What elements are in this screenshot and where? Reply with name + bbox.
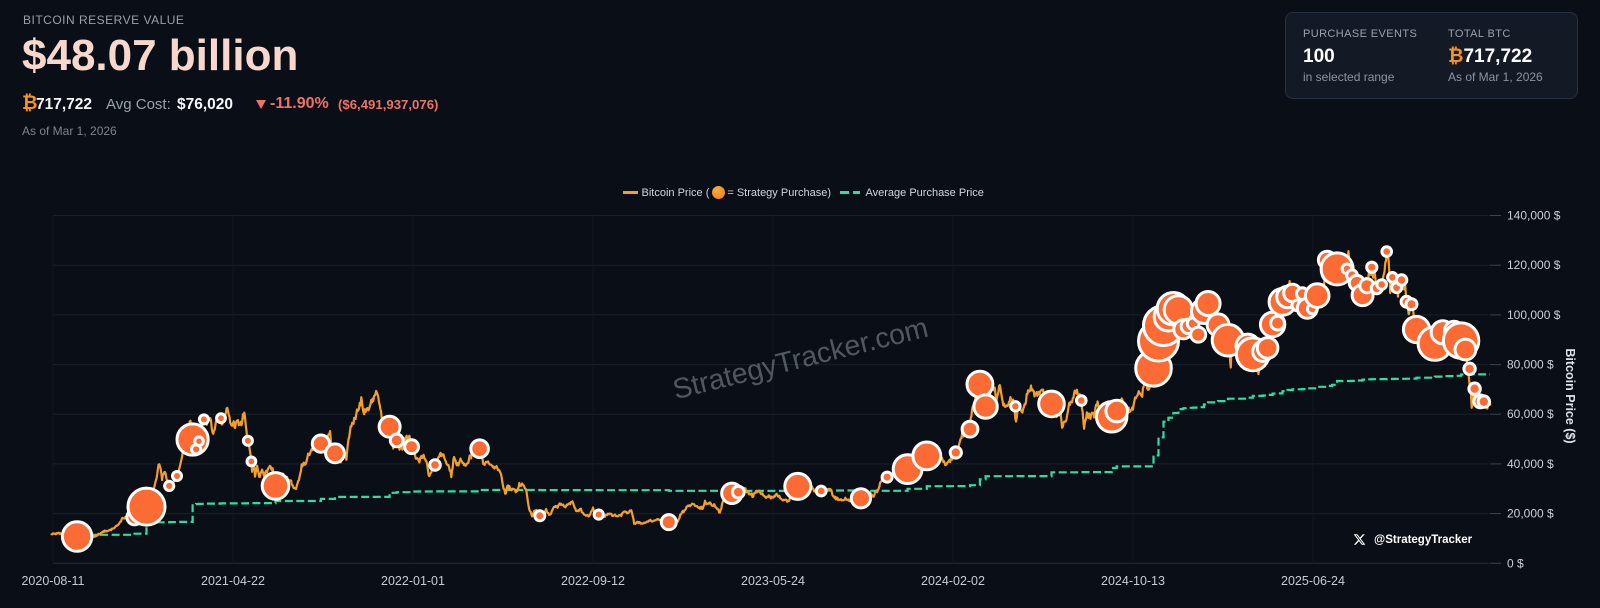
- svg-text:2021-04-22: 2021-04-22: [201, 574, 265, 588]
- svg-text:100,000 $: 100,000 $: [1507, 308, 1561, 322]
- svg-text:80,000 $: 80,000 $: [1507, 358, 1554, 372]
- svg-text:Bitcoin Price ($): Bitcoin Price ($): [1563, 348, 1577, 443]
- svg-text:120,000 $: 120,000 $: [1507, 258, 1561, 272]
- svg-text:20,000 $: 20,000 $: [1507, 507, 1554, 521]
- svg-text:2024-10-13: 2024-10-13: [1101, 574, 1165, 588]
- svg-text:2020-08-11: 2020-08-11: [21, 574, 84, 588]
- svg-text:2023-05-24: 2023-05-24: [741, 574, 805, 588]
- svg-text:40,000 $: 40,000 $: [1507, 457, 1554, 471]
- svg-text:60,000 $: 60,000 $: [1507, 407, 1554, 421]
- svg-text:StrategyTracker.com: StrategyTracker.com: [670, 312, 932, 406]
- svg-text:2022-01-01: 2022-01-01: [381, 574, 445, 588]
- svg-text:140,000 $: 140,000 $: [1507, 209, 1561, 223]
- svg-text:2022-09-12: 2022-09-12: [561, 574, 625, 588]
- svg-text:2025-06-24: 2025-06-24: [1281, 574, 1345, 588]
- svg-text:0 $: 0 $: [1507, 556, 1524, 570]
- svg-text:2024-02-02: 2024-02-02: [921, 574, 985, 588]
